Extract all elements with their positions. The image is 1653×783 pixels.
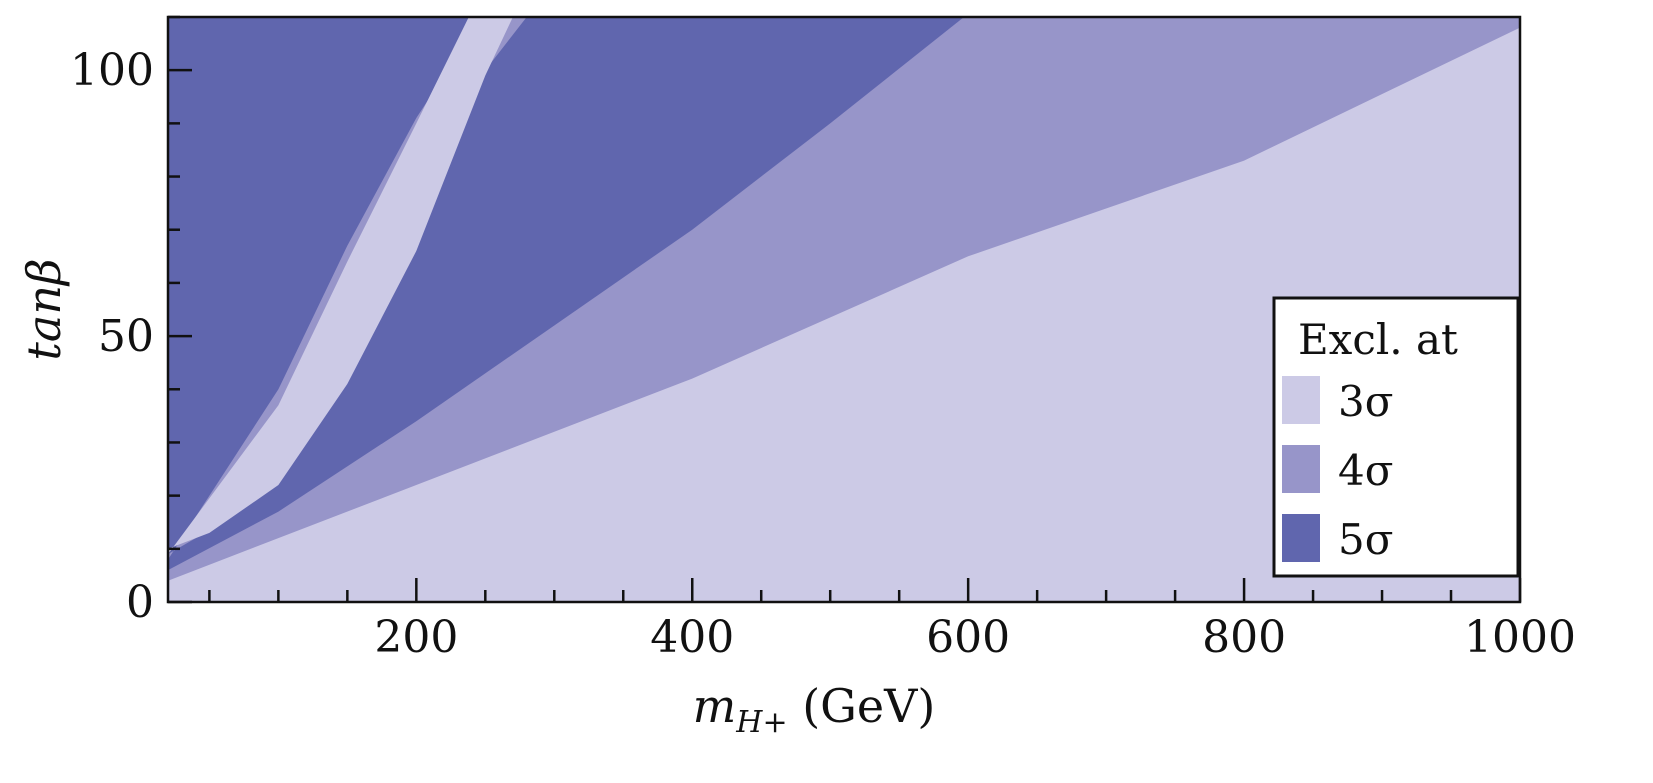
legend: Excl. at 3σ 4σ 5σ — [1272, 296, 1520, 578]
x-tick-label: 400 — [650, 612, 734, 663]
exclusion-regions — [168, 17, 1520, 602]
tick-labels: 200 400 600 800 1000 0 50 100 — [70, 45, 1576, 663]
region-3 — [168, 17, 964, 571]
legend-swatch — [1282, 445, 1320, 493]
x-tick-label: 800 — [1202, 612, 1286, 663]
legend-title: Excl. at — [1298, 315, 1458, 364]
legend-label: 5σ — [1338, 515, 1393, 564]
plot-frame — [166, 15, 1522, 604]
legend-label: 3σ — [1338, 377, 1393, 426]
x-tick-label: 1000 — [1464, 612, 1576, 663]
legend-label: 4σ — [1338, 446, 1393, 495]
y-tick-label: 100 — [70, 45, 154, 96]
y-axis-label: tanβ — [17, 258, 71, 360]
y-tick-label: 0 — [126, 577, 154, 628]
axis-ticks — [168, 15, 1522, 604]
legend-swatch — [1282, 376, 1320, 424]
legend-entries: 3σ 4σ 5σ — [1282, 376, 1393, 564]
legend-swatch — [1282, 514, 1320, 562]
x-tick-label: 200 — [374, 612, 458, 663]
x-axis-label: mH+ (GeV) — [693, 679, 936, 740]
region-5 — [168, 17, 541, 555]
x-tick-label: 600 — [926, 612, 1010, 663]
y-tick-label: 50 — [98, 311, 154, 362]
